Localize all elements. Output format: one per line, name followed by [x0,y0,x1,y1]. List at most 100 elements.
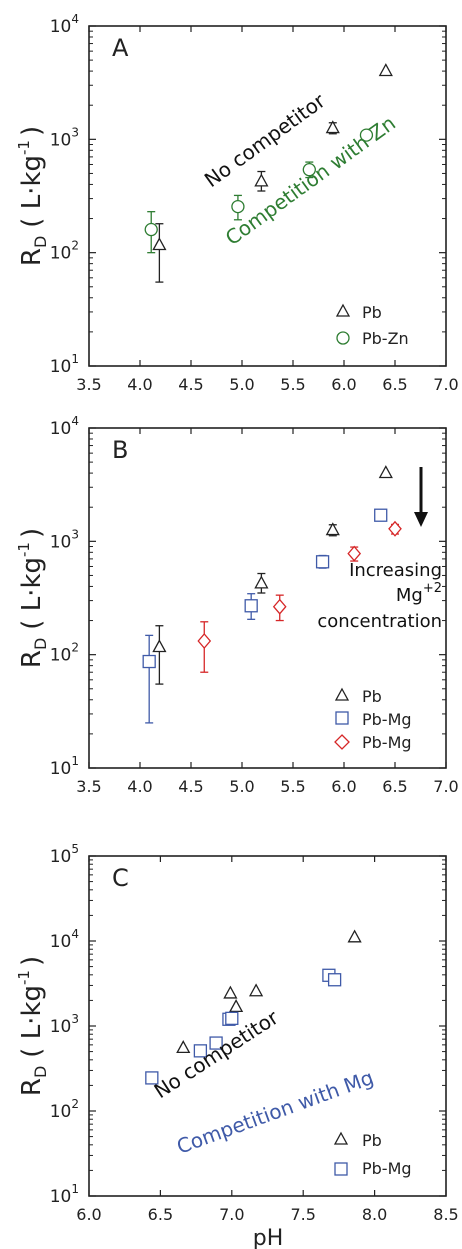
x-tick-label: 3.5 [76,777,101,796]
legend-label-pb: Pb [362,303,382,322]
x-tick-label: 7.5 [290,1205,315,1224]
legend-label-pb-zn: Pb-Zn [362,329,409,348]
x-tick-label: 6.0 [76,1205,101,1224]
annotation-increasing-mg: Increasing Mg+2 concentration [317,560,442,632]
x-tick-label: 8.5 [433,1205,458,1224]
plot-frame [88,25,447,367]
point-pb-0 [378,63,393,77]
point-pb-0 [254,173,269,187]
y-axis: 101 102 103 104 105 [50,842,446,1207]
legend: Pb Pb-Mg Pb-Mg [334,687,412,752]
y-tick-label: 101 [50,754,79,779]
x-tick-label: 6.0 [331,375,356,394]
point-pb-mg-2 [272,598,287,615]
legend-label-pb-mg: Pb-Mg [362,710,412,729]
point-pb-mg-2 [197,633,212,650]
legend-marker-pb-mg [334,1162,348,1176]
point-pb-0 [248,983,264,997]
x-axis-label: pH [253,1226,284,1249]
x-tick-label: 4.5 [178,375,203,394]
legend-marker-pb-mg-square [335,711,349,725]
point-pb-mg-1 [145,1071,159,1085]
point-pb-zn-1 [144,222,158,237]
point-pb-mg-1 [209,1036,223,1050]
data-marks [142,465,402,724]
x-tick-label: 8.0 [362,1205,387,1224]
point-pb-0 [378,465,393,479]
legend-marker-pb [334,687,350,701]
point-pb-0 [152,237,167,251]
x-tick-label: 6.5 [382,777,407,796]
increasing-mg-arrow [414,467,428,527]
y-tick-label: 101 [50,1182,79,1207]
point-pb-mg-2 [388,520,402,537]
y-axis: 101 102 103 104 [50,12,446,377]
point-pb-mg-1 [225,1011,239,1026]
x-tick-label: 4.0 [127,777,152,796]
panel-b: B 3.5 4.0 4.5 5.0 5.5 6.0 6.5 7.0 101102103104 … [15,414,459,796]
point-pb-0 [325,120,340,134]
point-pb-0 [325,522,340,536]
point-pb-zn-1 [231,199,245,214]
legend-label-pb-mg: Pb-Mg [362,1159,412,1178]
point-pb-0 [176,1040,191,1054]
point-pb-0 [254,575,269,589]
x-axis: 6.0 6.5 7.0 7.5 8.0 8.5 [76,856,459,1224]
legend-marker-pb-mg-diamond [334,734,350,750]
data-marks [145,929,362,1085]
x-tick-label: 7.0 [219,1205,244,1224]
panel-a: A 3.5 4.0 4.5 5.0 5.5 6.0 6.5 7.0 101102103104 … [15,12,459,394]
y-tick-label: 103 [50,125,79,150]
x-tick-label: 3.5 [76,375,101,394]
legend-label-pb: Pb [362,687,382,706]
legend: Pb Pb-Mg [333,1131,412,1178]
legend-marker-pb [335,303,351,317]
panel-label: B [112,436,128,464]
y-tick-label: 101 [50,352,79,377]
annotation-no-competitor: No competitor [150,1005,284,1103]
x-tick-label: 6.5 [148,1205,173,1224]
x-axis: 3.5 4.0 4.5 5.0 5.5 6.0 6.5 7.0 [76,428,459,796]
svg-text:Increasing: Increasing [349,560,442,581]
y-tick-label: 104 [50,414,79,439]
point-pb-mg-2 [347,545,362,562]
point-pb-zn-1 [302,163,316,177]
svg-text:Mg+2: Mg+2 [396,581,442,606]
point-pb-0 [223,985,238,999]
svg-text:concentration: concentration [317,611,442,632]
point-pb-0 [228,999,244,1013]
x-tick-label: 5.5 [280,375,305,394]
legend: Pb Pb-Zn [335,303,409,348]
point-pb-mg-1 [142,654,156,669]
legend-marker-pb [333,1131,349,1145]
panel-label: C [112,864,129,892]
y-tick-label: 104 [50,12,79,37]
y-tick-label: 104 [50,927,79,952]
point-pb-0 [152,639,167,653]
point-pb-mg-1 [244,599,258,613]
panel-c: C 6.0 6.5 7.0 7.5 8.0 8.5 101 102 103 104 105 RD(… [15,842,459,1249]
plot-frame [88,427,447,769]
annotation-competition-zn: Competition with Zn [221,111,400,250]
x-axis: 3.5 4.0 4.5 5.0 5.5 6.0 6.5 7.0 [76,26,459,394]
y-tick-label: 102 [50,641,79,666]
y-axis-label: RD( L·kg-1) [15,528,50,668]
x-tick-label: 5.5 [280,777,305,796]
y-axis: 101 102 103 104 [50,414,446,779]
data-marks [144,63,393,283]
y-axis-label: RD( L·kg-1) [15,956,50,1096]
panel-label: A [112,34,129,62]
y-tick-label: 105 [50,842,79,867]
y-tick-label: 102 [50,1097,79,1122]
y-axis-label: RD( L·kg-1) [15,126,50,266]
x-tick-label: 7.0 [433,777,458,796]
point-pb-mg-1 [193,1044,208,1058]
legend-label-pb: Pb [362,1131,382,1150]
point-pb-mg-1 [374,508,388,522]
x-tick-label: 6.5 [382,375,407,394]
y-tick-label: 102 [50,239,79,264]
x-tick-label: 5.0 [229,375,254,394]
point-pb-zn-1 [359,128,374,142]
y-tick-label: 103 [50,1012,79,1037]
